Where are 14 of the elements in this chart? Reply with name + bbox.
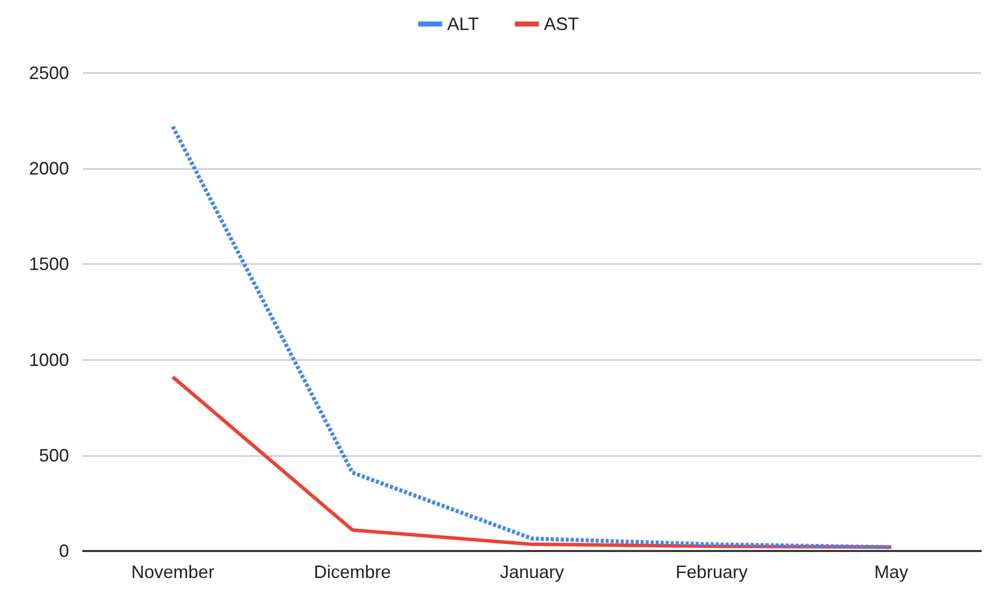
legend-label: ALT (447, 14, 479, 34)
x-tick-label: May (874, 562, 908, 582)
y-tick-label: 0 (58, 541, 69, 561)
x-tick-label: November (131, 562, 214, 582)
y-tick-label: 1500 (28, 254, 69, 274)
y-tick-label: 1000 (28, 350, 69, 370)
x-tick-label: January (500, 562, 564, 582)
x-tick-label: February (676, 562, 748, 582)
y-tick-label: 2000 (28, 158, 69, 179)
legend-label: AST (544, 14, 579, 34)
line-series (170, 124, 894, 550)
x-tick-label: Dicembre (314, 562, 391, 582)
y-tick-label: 500 (38, 445, 69, 466)
y-tick-label: 2500 (28, 63, 69, 83)
